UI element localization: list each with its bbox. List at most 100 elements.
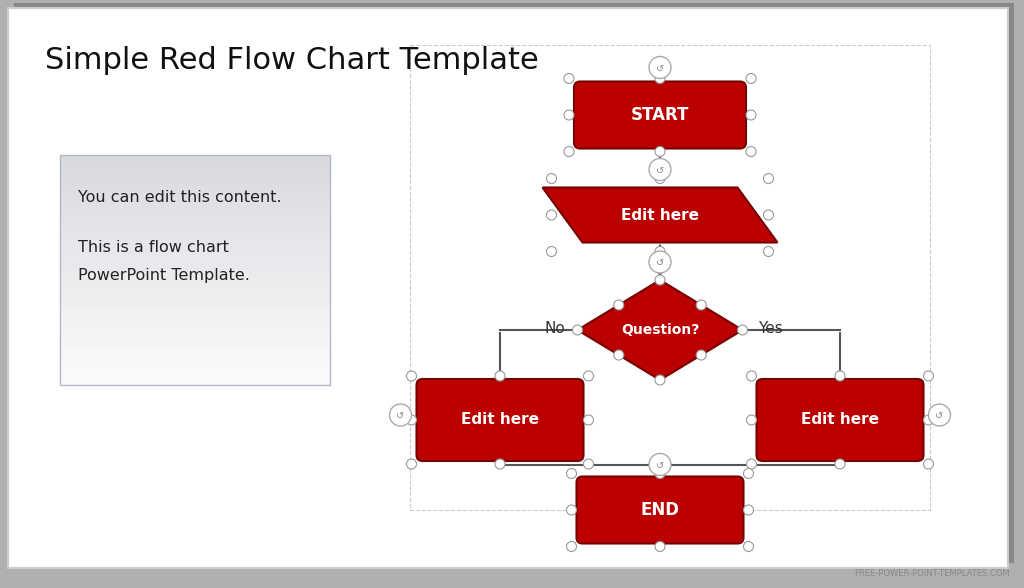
Text: ↺: ↺ <box>656 460 664 470</box>
Bar <box>60 178 330 186</box>
Circle shape <box>547 173 556 183</box>
Bar <box>60 300 330 308</box>
Circle shape <box>743 505 754 515</box>
Circle shape <box>924 371 934 381</box>
Text: ↺: ↺ <box>936 411 943 421</box>
Text: Edit here: Edit here <box>621 208 699 222</box>
FancyBboxPatch shape <box>574 82 746 149</box>
Text: This is a flow chart: This is a flow chart <box>78 240 229 255</box>
Circle shape <box>655 375 665 385</box>
Circle shape <box>407 371 417 381</box>
Circle shape <box>764 173 773 183</box>
Circle shape <box>564 110 574 120</box>
Circle shape <box>746 415 757 425</box>
Circle shape <box>655 146 665 156</box>
Bar <box>60 163 330 171</box>
Circle shape <box>696 300 707 310</box>
Circle shape <box>584 459 594 469</box>
Bar <box>60 285 330 293</box>
Circle shape <box>764 246 773 256</box>
Bar <box>60 370 330 377</box>
FancyBboxPatch shape <box>577 476 743 543</box>
Bar <box>60 270 330 278</box>
Bar <box>60 155 330 163</box>
Bar <box>60 355 330 362</box>
Text: You can edit this content.: You can edit this content. <box>78 190 282 205</box>
Circle shape <box>547 210 556 220</box>
Bar <box>60 201 330 209</box>
Circle shape <box>655 275 665 285</box>
Circle shape <box>389 404 412 426</box>
Circle shape <box>495 459 505 469</box>
Circle shape <box>566 505 577 515</box>
Circle shape <box>407 459 417 469</box>
FancyBboxPatch shape <box>417 379 584 461</box>
Text: Edit here: Edit here <box>801 413 879 427</box>
Circle shape <box>655 246 665 256</box>
Bar <box>60 232 330 239</box>
Text: FREE-POWER-POINT-TEMPLATES.COM: FREE-POWER-POINT-TEMPLATES.COM <box>854 569 1010 578</box>
Circle shape <box>613 350 624 360</box>
Bar <box>60 293 330 300</box>
Circle shape <box>495 371 505 381</box>
Bar <box>60 308 330 316</box>
Circle shape <box>655 542 665 552</box>
Text: No: No <box>544 320 565 336</box>
Circle shape <box>835 459 845 469</box>
Bar <box>60 323 330 331</box>
Text: Simple Red Flow Chart Template: Simple Red Flow Chart Template <box>45 45 539 75</box>
Bar <box>60 155 330 385</box>
Bar <box>60 262 330 270</box>
Circle shape <box>407 415 417 425</box>
Circle shape <box>743 469 754 479</box>
Bar <box>60 186 330 193</box>
Circle shape <box>743 542 754 552</box>
FancyBboxPatch shape <box>8 8 1008 568</box>
Circle shape <box>746 371 757 381</box>
Circle shape <box>649 251 671 273</box>
Polygon shape <box>578 280 742 380</box>
Circle shape <box>649 56 671 79</box>
Text: ↺: ↺ <box>396 411 404 421</box>
FancyBboxPatch shape <box>757 379 924 461</box>
Bar <box>60 316 330 323</box>
Bar <box>60 278 330 285</box>
Circle shape <box>564 74 574 83</box>
Text: Edit here: Edit here <box>461 413 539 427</box>
Bar <box>60 247 330 255</box>
Polygon shape <box>543 188 777 242</box>
Bar <box>60 255 330 262</box>
Circle shape <box>924 415 934 425</box>
Circle shape <box>572 325 583 335</box>
Circle shape <box>566 469 577 479</box>
Circle shape <box>655 469 665 479</box>
Circle shape <box>746 459 757 469</box>
Circle shape <box>584 371 594 381</box>
Circle shape <box>746 74 756 83</box>
Text: ↺: ↺ <box>656 258 664 268</box>
Bar <box>60 216 330 224</box>
Bar <box>60 171 330 178</box>
Circle shape <box>929 404 950 426</box>
Text: Yes: Yes <box>758 320 782 336</box>
Text: PowerPoint Template.: PowerPoint Template. <box>78 268 250 283</box>
Bar <box>60 377 330 385</box>
Circle shape <box>649 159 671 181</box>
Circle shape <box>564 146 574 156</box>
Circle shape <box>924 459 934 469</box>
Text: ↺: ↺ <box>656 64 664 74</box>
Bar <box>60 362 330 370</box>
Text: END: END <box>640 501 680 519</box>
Bar <box>60 339 330 347</box>
Circle shape <box>613 300 624 310</box>
Bar <box>410 45 930 510</box>
Bar <box>60 193 330 201</box>
Circle shape <box>547 246 556 256</box>
Circle shape <box>835 371 845 381</box>
Circle shape <box>566 542 577 552</box>
Text: ↺: ↺ <box>656 165 664 175</box>
Circle shape <box>746 146 756 156</box>
Bar <box>60 239 330 247</box>
Bar <box>60 347 330 355</box>
Text: Question?: Question? <box>621 323 699 337</box>
